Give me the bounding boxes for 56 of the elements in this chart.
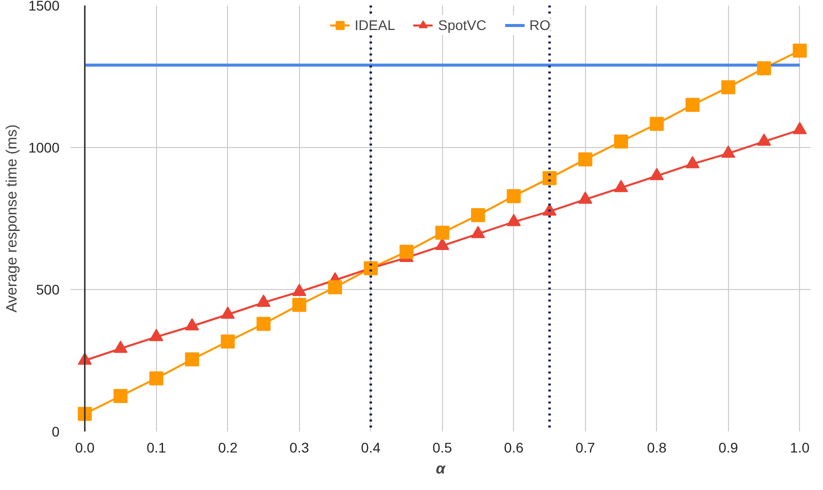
x-tick-label: 0.5: [432, 440, 452, 456]
x-tick-label: 0.3: [290, 440, 310, 456]
legend-label: SpotVC: [438, 17, 486, 33]
x-tick-label: 0.4: [361, 440, 381, 456]
point: [364, 261, 378, 276]
point: [506, 214, 521, 226]
point: [292, 284, 306, 296]
point: [792, 44, 807, 58]
x-tick-label: 0.2: [218, 440, 238, 456]
point: [614, 134, 628, 149]
point: [292, 298, 306, 312]
point: [220, 306, 235, 319]
point: [471, 226, 486, 238]
point: [471, 208, 486, 222]
point: [149, 328, 164, 342]
x-axis-title: α: [436, 460, 446, 478]
point: [721, 145, 736, 158]
point: [185, 318, 200, 330]
point: [328, 280, 342, 294]
y-tick-label: 1000: [28, 140, 60, 156]
x-tick-label: 1.0: [790, 440, 810, 456]
point: [650, 168, 664, 180]
point: [114, 389, 128, 403]
point: [721, 80, 736, 94]
x-tick-label: 0.6: [504, 440, 524, 456]
point: [220, 334, 235, 348]
x-tick-label: 0.7: [576, 440, 596, 456]
legend-label: IDEAL: [354, 17, 396, 33]
point: [114, 340, 128, 353]
point: [614, 180, 628, 192]
point: [256, 294, 271, 307]
y-axis-title: Average response time (ms): [3, 124, 20, 313]
point: [757, 134, 772, 146]
point: [686, 156, 700, 168]
point: [650, 116, 664, 131]
point: [435, 226, 450, 240]
point: [542, 171, 557, 186]
point: [578, 191, 592, 204]
x-tick-label: 0.0: [75, 440, 95, 456]
x-tick-label: 0.1: [146, 440, 166, 456]
point: [506, 189, 521, 204]
legend-label: RO: [529, 17, 550, 33]
point: [578, 152, 592, 166]
y-tick-label: 500: [36, 282, 60, 298]
point: [686, 98, 700, 112]
point: [792, 122, 807, 134]
point: [757, 61, 772, 76]
x-tick-label: 0.9: [718, 440, 738, 456]
point: [400, 244, 414, 259]
x-tick-label: 0.8: [647, 440, 667, 456]
point: [149, 371, 164, 386]
point: [256, 316, 271, 331]
y-tick-label: 1500: [28, 0, 60, 14]
point: [435, 238, 450, 250]
point: [185, 352, 200, 366]
y-tick-label: 0: [52, 424, 60, 440]
